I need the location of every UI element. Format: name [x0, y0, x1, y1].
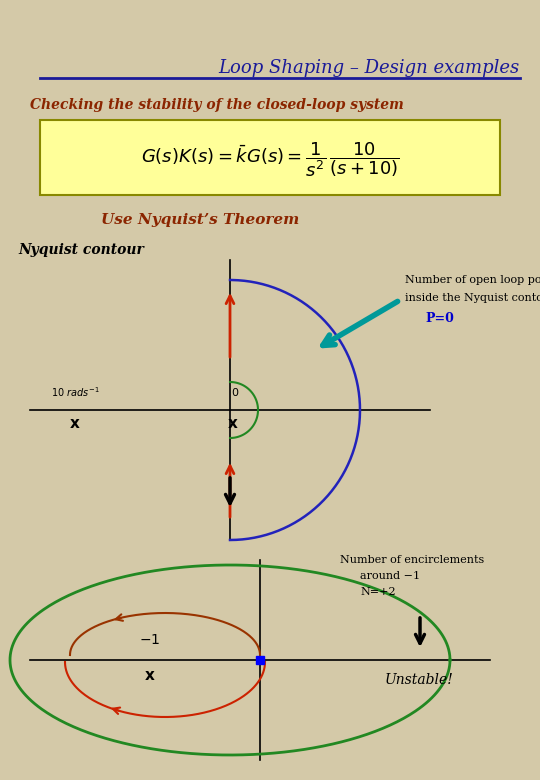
Text: Number of open loop poles: Number of open loop poles: [405, 275, 540, 285]
Text: P=0: P=0: [426, 311, 455, 324]
Text: $0$: $0$: [231, 386, 239, 398]
Text: Nyquist contour: Nyquist contour: [18, 243, 144, 257]
Text: $10\ rads^{-1}$: $10\ rads^{-1}$: [51, 385, 99, 399]
Text: Use Nyquist’s Theorem: Use Nyquist’s Theorem: [101, 213, 299, 227]
Text: $-1$: $-1$: [139, 633, 160, 647]
Text: N=+2: N=+2: [360, 587, 396, 597]
Text: Loop Shaping – Design examples: Loop Shaping – Design examples: [219, 59, 520, 77]
Text: inside the Nyquist contour: inside the Nyquist contour: [405, 293, 540, 303]
Text: x: x: [70, 417, 80, 431]
FancyBboxPatch shape: [40, 120, 500, 195]
Text: around −1: around −1: [360, 571, 420, 581]
Text: Number of encirclements: Number of encirclements: [340, 555, 484, 565]
Text: Checking the stability of the closed-loop system: Checking the stability of the closed-loo…: [30, 98, 404, 112]
Text: Unstable!: Unstable!: [385, 673, 454, 687]
Text: x: x: [228, 417, 238, 431]
Text: x: x: [145, 668, 155, 682]
Text: $G(s)K(s)=\bar{k}G(s)=\dfrac{1}{s^2}\,\dfrac{10}{(s+10)}$: $G(s)K(s)=\bar{k}G(s)=\dfrac{1}{s^2}\,\d…: [140, 140, 400, 179]
